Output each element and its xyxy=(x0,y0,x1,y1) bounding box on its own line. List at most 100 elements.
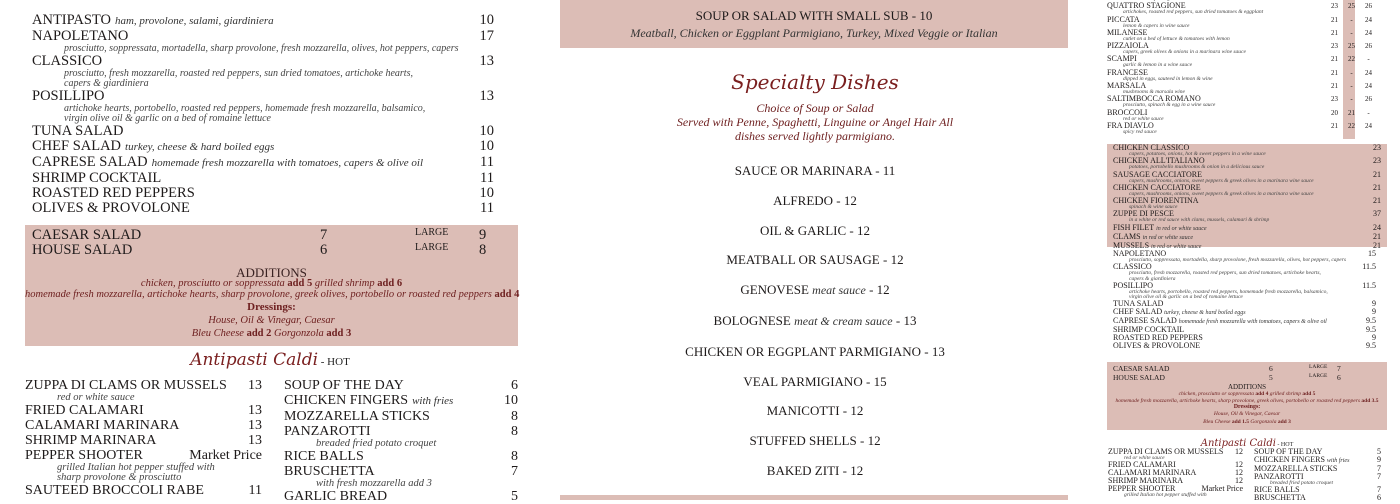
item-name: VEAL PARMIGIANO xyxy=(743,373,863,389)
menu-item: CHEF SALAD turkey, cheese & hard boiled e… xyxy=(32,139,494,155)
menu-item: SAUSAGE CACCIATORE 21 xyxy=(1113,169,1381,179)
item-description: prosciutto, soppressata, mortadella, sha… xyxy=(64,43,459,54)
item-price: 7 xyxy=(1377,472,1381,481)
addition-line: House, Oil & Vinegar, Caesar xyxy=(1107,411,1387,419)
item-description: garlic & lemon in a wine sauce xyxy=(1123,62,1193,69)
item-price: 25 xyxy=(1348,42,1355,51)
item-price: 23 xyxy=(1373,143,1381,152)
item-name: RICE BALLS xyxy=(1254,485,1300,495)
menu-item: CHICKEN FIORENTINA 21 xyxy=(1113,197,1381,205)
item-name: ANTIPASTO xyxy=(32,12,111,28)
additions-lines: chicken, prosciutto or soppressata add 5… xyxy=(25,278,519,300)
specialty-list: SAUCE OR MARINARA - 11 ALFREDO - 12 OIL & … xyxy=(550,156,1080,486)
specialty-item: CHICKEN OR EGGPLANT PARMIGIANO - 13 xyxy=(550,337,1080,367)
menu-item: BRUSCHETTA 7 xyxy=(284,464,518,479)
item-name: POSILLIPO xyxy=(1113,280,1154,290)
item-description: spinach & wine sauce xyxy=(1129,204,1178,211)
addition-line: chicken, prosciutto or soppressata add 5… xyxy=(25,278,518,289)
salad-row: HOUSE SALAD 5 LARGE 6 xyxy=(1113,373,1383,388)
specialty-sub-line: dishes served lightly parmigiano. xyxy=(735,129,895,143)
item-name: PIZZAIOLA xyxy=(1107,41,1149,51)
item-price: 13 xyxy=(248,378,262,393)
item-price: 11.5 xyxy=(1362,262,1376,272)
item-name: MANICOTTI xyxy=(766,403,840,419)
item-name: PEPPER SHOOTER xyxy=(25,448,143,463)
menu-item: POSILLIPO 11.5 xyxy=(1113,280,1376,290)
menu-item: CHICKEN CACCIATORE 21 xyxy=(1113,182,1381,192)
addition-price: add 5 xyxy=(287,278,313,289)
specialty-item: BOLOGNESE meat & cream sauce - 13 xyxy=(550,306,1080,337)
item-price: 21 xyxy=(1331,121,1338,130)
item-description: prosciutto, spinach & egg in a wine sauc… xyxy=(1123,102,1216,109)
menu-item: MOZZARELLA STICKS 7 xyxy=(1254,465,1381,473)
item-name: SAUSAGE CACCIATORE xyxy=(1113,169,1202,179)
item-name: PANZAROTTI xyxy=(1254,472,1304,481)
item-separator: - xyxy=(924,343,929,359)
specialty-item: MEATBALL OR SAUSAGE - 12 xyxy=(550,245,1080,275)
hot-title: Antipasti Caldi xyxy=(1200,438,1276,449)
item-name: CAPRESE SALAD xyxy=(32,154,148,170)
salad-price: 6 xyxy=(1269,364,1273,373)
item-name: FRANCESE xyxy=(1107,67,1148,77)
item-price: 21 xyxy=(1331,28,1338,37)
menu-item: SHRIMP COCKTAIL 9.5 xyxy=(1113,326,1376,334)
item-prices: 23 25 26 xyxy=(1326,2,1377,10)
item-name: ROASTED RED PEPPERS xyxy=(32,185,195,201)
item-price: 13 xyxy=(479,88,495,104)
specialty-sub-line: Served with Penne, Spaghetti, Linguine o… xyxy=(676,115,954,129)
item-separator: - xyxy=(842,462,847,478)
salad-box-small: CAESAR SALAD 6 LARGE 7 HOUSE SALAD 5 LARGE 6 AD… xyxy=(1107,362,1387,430)
item-name: FRA DIAVLO xyxy=(1107,120,1154,130)
item-name: GARLIC BREAD xyxy=(284,489,388,504)
addition-price: add 5 xyxy=(1302,391,1316,397)
item-price: 13 xyxy=(248,418,262,433)
item-separator: - xyxy=(836,192,841,208)
menu-item: CLAMS in red or white sauce 21 xyxy=(1113,232,1381,242)
menu-item: RICE BALLS 7 xyxy=(1254,486,1381,494)
dressings-title: Dressings: xyxy=(247,301,296,313)
addition-line: Bleu Cheese add 1.5 Gorgonzola add 3 xyxy=(1107,419,1387,427)
item-name: NAPOLETANO xyxy=(32,28,129,44)
item-name: SHRIMP MARINARA xyxy=(25,433,157,448)
menu-item: SOUP OF THE DAY 5 xyxy=(1254,448,1381,456)
item-note: homemade fresh mozzarella with tomatoes,… xyxy=(151,157,424,169)
item-price: - xyxy=(1350,15,1353,24)
additions-title: ADDITIONS xyxy=(1227,383,1267,391)
item-prices: 23 25 26 xyxy=(1326,42,1377,50)
item-price: 17 xyxy=(479,28,495,44)
specialty-title: Specialty Dishes xyxy=(731,70,899,94)
salad-large-price: 8 xyxy=(479,242,487,258)
item-price: 10 xyxy=(479,185,495,201)
menu-item: CHICKEN ALL'ITALIANO 23 xyxy=(1113,157,1381,165)
menu-item: TUNA SALAD 9 xyxy=(1113,300,1376,308)
item-name: CHICKEN CACCIATORE xyxy=(1113,182,1201,192)
item-price: 21 xyxy=(1331,68,1338,77)
item-price: - xyxy=(1350,28,1353,37)
item-description: capers, potatoes, onions, hot & sweet pe… xyxy=(1129,151,1266,157)
pink-divider xyxy=(560,495,1068,500)
item-name: CHICKEN OR EGGPLANT PARMIGIANO xyxy=(685,343,921,359)
item-name: MILANESE xyxy=(1107,27,1148,37)
addition-price: add 3 xyxy=(326,328,352,339)
item-price: 11 xyxy=(882,163,896,178)
item-name: SOUP OF THE DAY xyxy=(1254,447,1323,456)
item-price: 21 xyxy=(1373,182,1381,192)
specialty-item: SAUCE OR MARINARA - 11 xyxy=(550,156,1080,186)
menu-item: CLASSICO 13 xyxy=(32,54,494,69)
menu-item: PIZZAIOLA 23 25 26 xyxy=(1107,41,1377,51)
specialty-item: GENOVESE meat sauce - 12 xyxy=(550,275,1080,306)
item-description: in a white or red sauce with clams, muss… xyxy=(1129,217,1270,224)
item-prices: 23 - 26 xyxy=(1326,95,1377,103)
menu-item: PICCATA 21 - 24 xyxy=(1107,15,1377,24)
item-description: breaded fried potato croquet xyxy=(316,438,437,449)
item-price: 9.5 xyxy=(1366,341,1376,351)
item-price: 23 xyxy=(1331,42,1338,51)
dressings-lines: House, Oil & Vinegar, Caesar Bleu Cheese … xyxy=(25,314,518,340)
menu-page-right: mozzarella & parmigiana cheeseQUATTRO ST… xyxy=(1095,0,1400,502)
menu-item: ROASTED RED PEPPERS 9 xyxy=(1113,334,1376,342)
menu-item: SHRIMP COCKTAIL 11 xyxy=(32,171,494,186)
item-price: 25 xyxy=(1348,2,1355,11)
salad-large-label: LARGE xyxy=(1309,373,1328,379)
menu-item: POSILLIPO 13 xyxy=(32,89,494,104)
hot-heading: Antipasti Caldi - HOT xyxy=(0,350,540,370)
